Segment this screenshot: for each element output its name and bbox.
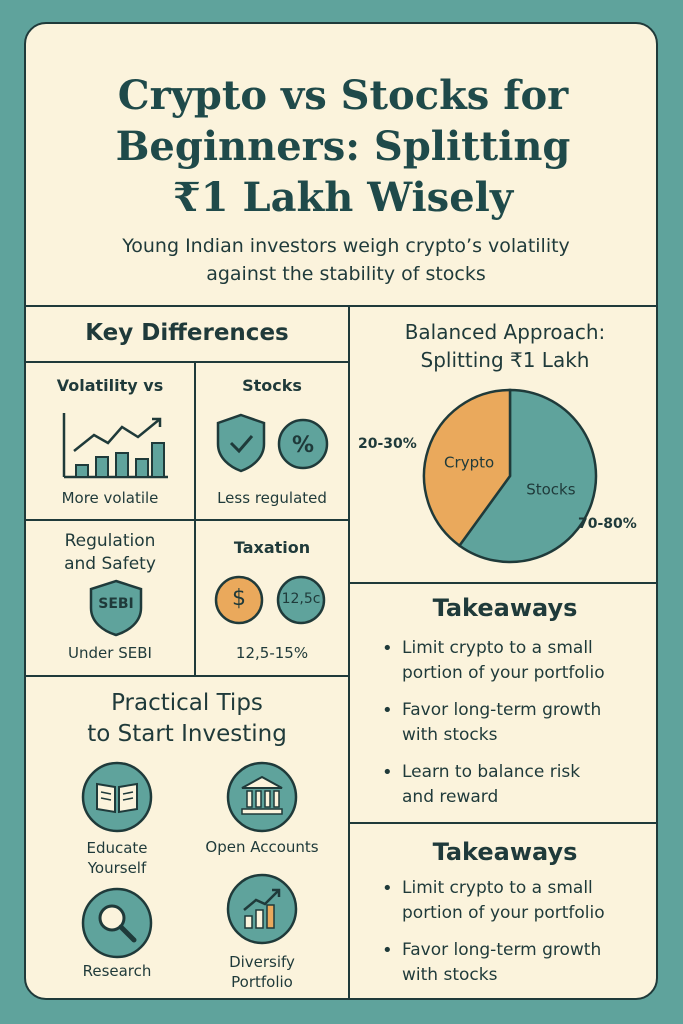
dollar-symbol: $ <box>232 586 246 611</box>
taxation-caption: 12,5-15% <box>235 644 309 662</box>
stocks-caption: Less regulated <box>217 489 327 507</box>
infographic-card: Crypto vs Stocks for Beginners: Splittin… <box>24 22 658 1000</box>
magnifier-icon <box>81 887 153 959</box>
volatility-caption: More volatile <box>61 489 159 507</box>
key-differences-heading: Key Differences <box>85 320 289 346</box>
balanced-heading: Balanced Approach: Splitting ₹1 Lakh <box>350 318 656 374</box>
pie-label-stocks: Stocks <box>526 480 576 498</box>
crypto-share-label: 20-30% <box>358 436 417 452</box>
list-item-line: with stocks <box>402 725 498 745</box>
takeaways-heading-2: Takeaways <box>432 838 578 866</box>
divider <box>348 822 656 824</box>
tips-heading-line-2: to Start Investing <box>87 721 287 747</box>
educate-label-line-1: Educate <box>86 839 148 857</box>
bar-line-chart-icon <box>62 413 168 479</box>
tax-coin-icon <box>276 575 326 625</box>
educate-label: Educate Yourself <box>56 838 178 878</box>
list-item-line: Favor long-term growth <box>402 700 602 720</box>
educate-label-line-2: Yourself <box>87 859 147 877</box>
stocks-label: Stocks <box>242 376 302 395</box>
regulation-label: Regulation and Safety <box>26 530 194 576</box>
divider <box>26 675 348 677</box>
balanced-heading-line-2: Splitting ₹1 Lakh <box>420 348 590 372</box>
regulation-label-line-2: and Safety <box>64 554 156 574</box>
svg-text:%: % <box>292 433 314 458</box>
open-accounts-label: Open Accounts <box>205 838 319 856</box>
list-item-line: with stocks <box>402 965 498 985</box>
title-line-3: ₹1 Lakh Wisely <box>172 174 514 221</box>
dollar-coin-icon <box>214 575 264 625</box>
growth-chart-icon <box>226 873 298 945</box>
list-item-line: Learn to balance risk <box>402 762 581 782</box>
diversify-label-line-2: Portfolio <box>231 973 293 991</box>
list-item-line: Favor long-term growth <box>402 940 602 960</box>
sebi-shield-icon <box>89 579 143 637</box>
percent-icon: % <box>277 418 329 470</box>
pie-slice-stocks <box>457 388 598 564</box>
shield-check-icon <box>216 413 266 473</box>
title-line-2: Beginners: Splitting <box>115 123 571 170</box>
list-item-line: portion of your portfolio <box>402 903 605 923</box>
tips-heading-line-1: Practical Tips <box>111 690 263 716</box>
list-item-line: Limit crypto to a small <box>402 878 593 898</box>
bank-building-icon <box>226 761 298 833</box>
open-book-icon <box>81 761 153 833</box>
balanced-heading-line-1: Balanced Approach: <box>404 320 606 344</box>
subtitle-line-2: against the stability of stocks <box>206 263 486 285</box>
divider <box>348 305 350 998</box>
sebi-badge: SEBI <box>98 596 134 612</box>
divider <box>26 519 348 521</box>
list-item: Favor long-term growth with stocks <box>378 938 648 988</box>
volatility-label: Volatility vs <box>56 376 164 395</box>
stocks-share-label: 70-80% <box>578 516 637 532</box>
pie-slice-crypto <box>422 388 512 548</box>
list-item: Limit crypto to a small portion of your p… <box>378 636 648 686</box>
divider <box>194 361 196 675</box>
tips-heading: Practical Tips to Start Investing <box>26 688 348 750</box>
regulation-caption: Under SEBI <box>68 644 152 662</box>
list-item-line: Limit crypto to a small <box>402 638 593 658</box>
divider <box>348 582 656 584</box>
takeaways-list-2: Limit crypto to a small portion of your p… <box>378 876 648 998</box>
subtitle-line-1: Young Indian investors weigh crypto’s vo… <box>122 235 570 257</box>
page-title: Crypto vs Stocks for Beginners: Splittin… <box>26 70 656 223</box>
taxation-label: Taxation <box>233 538 311 557</box>
list-item: Favor long-term growth with stocks <box>378 698 648 748</box>
diversify-label-line-1: Diversify <box>229 953 295 971</box>
list-item: Limit crypto to a small portion of your p… <box>378 876 648 926</box>
takeaways-heading: Takeaways <box>432 594 578 622</box>
tax-coin-text: 12,5c <box>281 591 321 607</box>
list-item-line: and reward <box>402 787 499 807</box>
pie-label-crypto: Crypto <box>444 454 494 472</box>
list-item: Learn to balance risk and reward <box>378 760 648 810</box>
subtitle: Young Indian investors weigh crypto’s vo… <box>66 232 626 288</box>
list-item-line: portion of your portfolio <box>402 663 605 683</box>
research-label: Research <box>82 962 152 980</box>
divider <box>26 361 348 363</box>
regulation-label-line-1: Regulation <box>64 531 156 551</box>
allocation-pie-chart: Stocks Crypto <box>422 388 598 564</box>
takeaways-list: Limit crypto to a small portion of your p… <box>378 636 648 822</box>
diversify-label: Diversify Portfolio <box>192 952 332 992</box>
title-line-1: Crypto vs Stocks for <box>117 72 569 119</box>
divider <box>26 305 656 307</box>
